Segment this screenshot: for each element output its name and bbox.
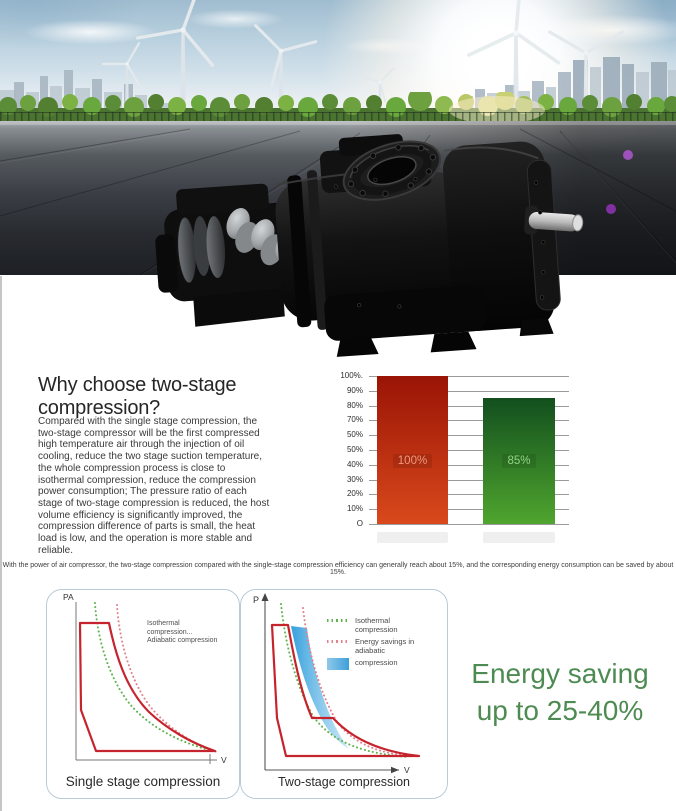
blue-area-swatch <box>327 658 349 670</box>
efficiency-bar-chart: 100%. 90% 80% 70% 50% 50% 40% 30% 20% 10% O 100% 8… <box>333 362 573 552</box>
section-heading: Why choose two-stage compression? <box>38 374 237 419</box>
y-axis-label: PA <box>63 592 74 602</box>
cycle-curve <box>270 623 421 758</box>
red-dots-swatch <box>327 640 349 643</box>
faded-caption <box>377 532 448 543</box>
green-dots-swatch <box>327 619 349 622</box>
pv-legend: Isothermal compression Energy savings in… <box>327 616 421 673</box>
isothermal-curve <box>94 602 214 752</box>
bar-label-single-stage: 100% <box>377 454 448 468</box>
diagram-caption: Two-stage compression <box>277 775 410 789</box>
isothermal-curve <box>280 603 410 758</box>
y-axis-label: P <box>253 595 259 605</box>
x-axis-label: V <box>404 765 410 774</box>
page-edge-line <box>0 276 2 811</box>
bar-two-stage <box>483 398 555 524</box>
cycle-curve <box>78 621 217 753</box>
faded-caption <box>483 532 555 543</box>
wind-turbine <box>254 24 318 117</box>
section-paragraph: Compared with the single stage compressi… <box>38 416 270 556</box>
bar-single-stage <box>377 376 448 524</box>
two-stage-diagram-card: P V Isothermal compression Energy saving… <box>240 589 448 799</box>
diagram-caption: Single stage compression <box>65 774 221 789</box>
legend-item: Isothermal compression <box>327 616 421 634</box>
single-stage-pv-diagram: PA V <box>63 592 227 765</box>
single-stage-diagram-card: PA V Isothermal compression... Adiabatic… <box>46 589 240 799</box>
purple-dot <box>623 150 633 160</box>
intake-flange <box>342 140 442 201</box>
note-text: With the power of air compressor, the tw… <box>2 562 674 576</box>
wind-turbine <box>467 0 561 117</box>
legend-item: compression <box>327 658 421 670</box>
compressor-image <box>155 134 584 357</box>
two-stage-pv-diagram: P V <box>253 593 421 775</box>
purple-dot <box>606 204 616 214</box>
legend-item: Energy savings in adiabatic <box>327 637 421 655</box>
wind-turbine <box>135 0 215 117</box>
wind-turbine <box>548 30 624 117</box>
x-axis-label: V <box>221 755 227 765</box>
energy-saving-text: Energy saving up to 25-40% <box>471 658 649 726</box>
energy-savings-area <box>291 626 349 749</box>
drive-shaft <box>524 205 584 235</box>
bar-label-two-stage: 85% <box>483 454 555 468</box>
pv-annotation: Isothermal compression... Adiabatic comp… <box>147 620 218 644</box>
